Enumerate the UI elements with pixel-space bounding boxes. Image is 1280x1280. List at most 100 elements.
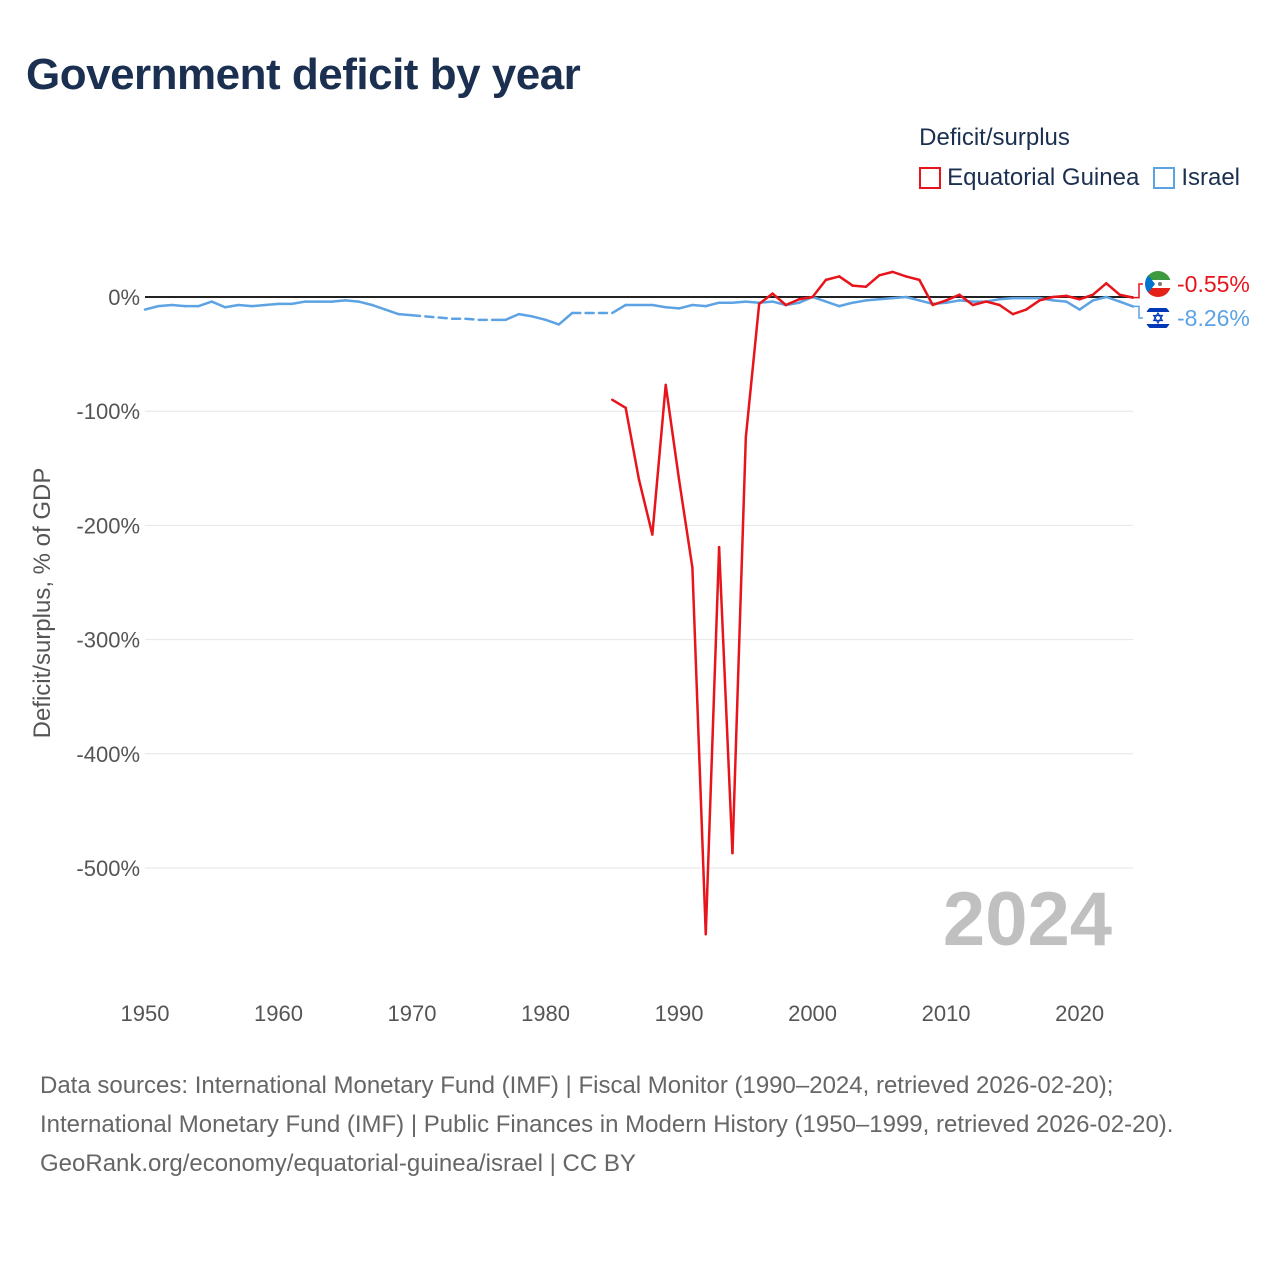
legend-title: Deficit/surplus [919,124,1070,151]
y-tick-label: 0% [108,285,140,310]
line-segment-israel [530,315,547,322]
line-segment-equatorial-guinea [998,303,1015,316]
line-segment-equatorial-guinea [731,436,748,855]
flag-equatorial-guinea-icon [1145,271,1171,297]
x-tick-label: 1960 [254,1001,303,1026]
line-segment-equatorial-guinea [864,274,881,288]
line-segment-israel [544,318,561,326]
line-segment-israel [878,296,894,301]
line-segment-israel [410,314,427,318]
line-segment-israel [464,317,481,322]
line-segment-israel [1091,295,1108,302]
line-segment-israel [424,315,440,319]
end-label-equatorial-guinea: -0.55% [1177,271,1250,297]
line-segment-israel [170,303,187,308]
legend-swatch-israel [1153,167,1176,189]
x-tick-label: 2020 [1055,1001,1104,1026]
line-segment-equatorial-guinea [891,270,908,278]
line-segment-equatorial-guinea [1038,295,1055,302]
line-segment-israel [517,312,534,318]
line-segment-israel [397,312,414,317]
line-segment-israel [651,303,667,309]
line-segment-equatorial-guinea [918,278,934,307]
line-segment-israel [157,303,173,308]
line-segment-equatorial-guinea [1105,282,1121,296]
series-lines [143,270,1135,936]
line-segment-israel [1105,295,1121,303]
line-segment-equatorial-guinea [624,406,641,481]
line-segment-israel [357,300,374,307]
line-segment-equatorial-guinea [611,398,627,410]
line-segment-equatorial-guinea [811,278,828,299]
x-tick-label: 2010 [922,1001,971,1026]
line-segment-israel [384,308,400,316]
line-segment-equatorial-guinea [651,383,667,536]
line-segment-israel [1051,299,1068,303]
line-segment-israel [210,300,227,309]
x-tick-label: 1980 [521,1001,570,1026]
legend-label-israel: Israel [1181,164,1240,191]
line-segment-equatorial-guinea [1011,308,1028,316]
y-axis: 0% -100% -200% -300% -400% -500% [76,285,140,881]
line-segment-equatorial-guinea [677,478,694,569]
line-segment-israel [891,295,908,300]
legend-item-israel[interactable]: Israel [1153,164,1240,192]
line-segment-israel [263,302,280,307]
connector-israel [1133,305,1143,319]
line-segment-equatorial-guinea [771,292,788,307]
line-segment-israel [944,299,961,304]
line-segment-israel [237,303,254,308]
y-tick-label: -400% [76,742,140,767]
y-axis-label: Deficit/surplus, % of GDP [29,468,56,739]
gridlines [145,410,1133,869]
line-segment-israel [904,295,921,302]
line-segment-israel [223,303,240,309]
line-segment-israel [664,306,681,310]
line-segment-equatorial-guinea [1091,282,1108,296]
flag-israel-icon [1145,305,1171,331]
y-tick-label: -200% [76,513,140,538]
page-title: Government deficit by year [26,50,581,99]
line-segment-equatorial-guinea [838,275,854,287]
line-segment-israel [824,300,841,308]
line-segment-equatorial-guinea [784,298,801,307]
line-segment-equatorial-guinea [1064,294,1081,301]
line-segment-equatorial-guinea [744,302,761,439]
line-segment-equatorial-guinea [958,293,975,307]
line-segment-israel [437,316,454,320]
line-segment-equatorial-guinea [797,295,814,301]
line-segment-israel [691,303,708,308]
connector-equatorial-guinea [1133,283,1143,299]
line-segment-equatorial-guinea [717,545,734,855]
line-segment-israel [864,298,881,302]
line-segment-israel [851,299,868,304]
line-segment-equatorial-guinea [944,293,961,302]
line-segment-israel [998,296,1015,301]
line-segment-equatorial-guinea [704,545,721,936]
x-tick-label: 2000 [788,1001,837,1026]
x-tick-label: 1950 [121,1001,170,1026]
line-segment-equatorial-guinea [1051,294,1068,299]
footer: Data sources: International Monetary Fun… [40,1066,1240,1183]
x-tick-label: 1990 [655,1001,704,1026]
end-labels: -0.55% -8.26% [1133,271,1250,331]
line-segment-israel [290,300,307,306]
line-segment-israel [250,303,267,308]
credit-link[interactable]: GeoRank.org/economy/equatorial-guinea/is… [40,1150,636,1177]
line-segment-equatorial-guinea [904,275,921,282]
line-segment-israel [197,300,214,308]
legend-item-equatorial-guinea[interactable]: Equatorial Guinea [919,164,1139,192]
year-watermark: 2024 [943,877,1112,962]
line-segment-equatorial-guinea [931,299,948,307]
legend: Deficit/surplus Equatorial Guinea Israel [919,124,1240,192]
legend-swatch-equatorial-guinea [919,167,942,189]
x-axis: 1950 1960 1970 1980 1990 2000 2010 2020 [121,1001,1105,1026]
line-segment-israel [677,303,694,310]
line-segment-israel [504,312,521,322]
line-segment-equatorial-guinea [691,566,708,936]
line-segment-israel [1118,300,1135,308]
line-segment-equatorial-guinea [757,292,774,306]
line-segment-israel [1064,300,1081,311]
line-segment-israel [838,301,854,308]
y-tick-label: -100% [76,399,140,424]
